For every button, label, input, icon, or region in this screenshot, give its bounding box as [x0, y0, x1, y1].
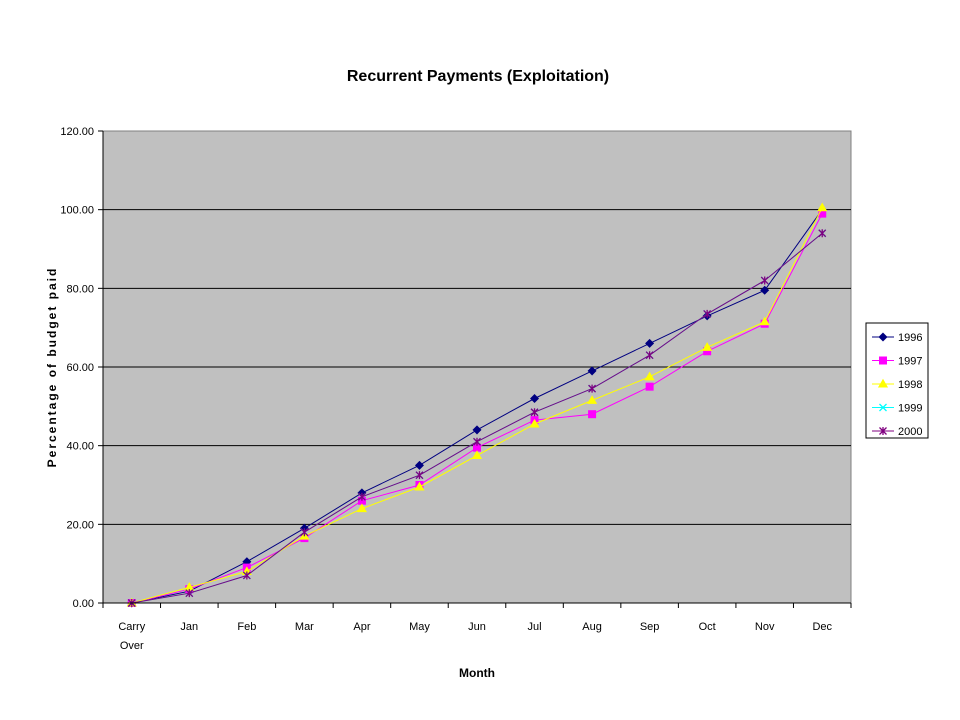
legend-label: 2000 [898, 426, 922, 438]
x-tick-label: Sep [640, 621, 660, 633]
data-point [587, 395, 598, 404]
y-axis-label: Percentage of budget paid [45, 267, 59, 468]
chart-title: Recurrent Payments (Exploitation) [347, 68, 609, 85]
x-tick-line: Oct [699, 621, 716, 633]
data-point [473, 437, 481, 446]
data-point [242, 571, 251, 580]
data-point [879, 427, 887, 435]
x-tick-label: Dec [812, 621, 832, 633]
x-tick-label: Mar [295, 621, 314, 633]
x-axis-label: Month [459, 666, 495, 680]
x-tick-line: Carry [118, 621, 145, 633]
data-point [357, 492, 366, 501]
legend-item: 2000 [872, 426, 922, 438]
data-point [817, 202, 828, 212]
x-tick-label: Apr [353, 621, 370, 633]
data-point [760, 276, 769, 285]
data-point [415, 471, 424, 480]
data-point [530, 393, 540, 403]
data-point [300, 528, 309, 537]
data-point [645, 351, 654, 360]
legend-item: 1996 [872, 332, 922, 344]
x-tick-label: Feb [237, 621, 256, 633]
y-tick-label: 40.00 [66, 441, 94, 453]
y-tick-label: 60.00 [66, 362, 94, 374]
x-tick-line: Aug [582, 621, 602, 633]
data-point [472, 425, 482, 435]
y-tick-label: 20.00 [66, 519, 94, 531]
data-point [588, 384, 597, 393]
data-point [645, 338, 655, 348]
legend: 1996 1997 1998 1999 2000 [865, 322, 929, 439]
x-tick-line: Jul [528, 621, 542, 633]
x-tick-label: Jun [468, 621, 486, 633]
x-tick-label: May [409, 621, 430, 633]
data-point [414, 481, 425, 491]
data-point [818, 229, 827, 238]
legend-item: 1999 [872, 403, 922, 415]
x-tick-line: Apr [353, 621, 370, 633]
series-layer [126, 202, 828, 608]
x-tick-line: Feb [237, 621, 256, 633]
legend-label: 1998 [898, 379, 922, 391]
data-point [530, 408, 539, 417]
legend-item: 1998 [872, 378, 922, 391]
data-point [529, 418, 540, 428]
x-tick-label: Nov [755, 621, 775, 633]
legend-label: 1996 [898, 332, 922, 344]
data-point [703, 309, 712, 318]
data-point [471, 450, 483, 459]
data-point [760, 285, 770, 295]
x-tick-label: Jul [528, 621, 542, 633]
y-tick-label: 100.00 [60, 205, 94, 217]
data-point [702, 342, 713, 351]
x-tick-line: May [409, 621, 430, 633]
data-point [414, 460, 424, 470]
legend-item: 1997 [872, 356, 922, 368]
x-tick-line: Over [120, 640, 144, 652]
data-point [645, 382, 654, 391]
data-point [185, 589, 194, 598]
x-tick-line: Jun [468, 621, 486, 633]
legend-box [865, 322, 929, 439]
x-tick-label: Oct [699, 621, 716, 633]
legend-label: 1997 [898, 356, 922, 368]
y-tick-label: 80.00 [66, 283, 94, 295]
data-point [587, 366, 597, 376]
data-point [356, 503, 367, 513]
x-tick-line: Nov [755, 621, 775, 633]
y-tick-label: 0.00 [73, 598, 94, 610]
x-tick-label: Aug [582, 621, 602, 633]
x-tick-label: Jan [180, 621, 198, 633]
data-point [759, 316, 770, 326]
data-point [588, 410, 597, 419]
x-axis-ticks: Carry Over Jan Feb Mar Apr May Jun Jul Aug Sep Oct N… [102, 603, 852, 652]
legend-label: 1999 [898, 403, 922, 415]
x-tick-label: Carry Over [118, 621, 145, 652]
x-tick-line: Dec [812, 621, 832, 633]
data-point [879, 356, 887, 365]
data-point [644, 371, 655, 381]
data-point [879, 403, 887, 412]
data-point [878, 332, 888, 342]
x-tick-line: Sep [640, 621, 660, 633]
data-point [877, 378, 889, 388]
y-axis-ticks: 0.00 20.00 40.00 60.00 80.00 100.00 120.00 [60, 126, 103, 610]
x-tick-line: Jan [180, 621, 198, 633]
x-tick-line: Mar [295, 621, 314, 633]
y-tick-label: 120.00 [60, 126, 94, 138]
